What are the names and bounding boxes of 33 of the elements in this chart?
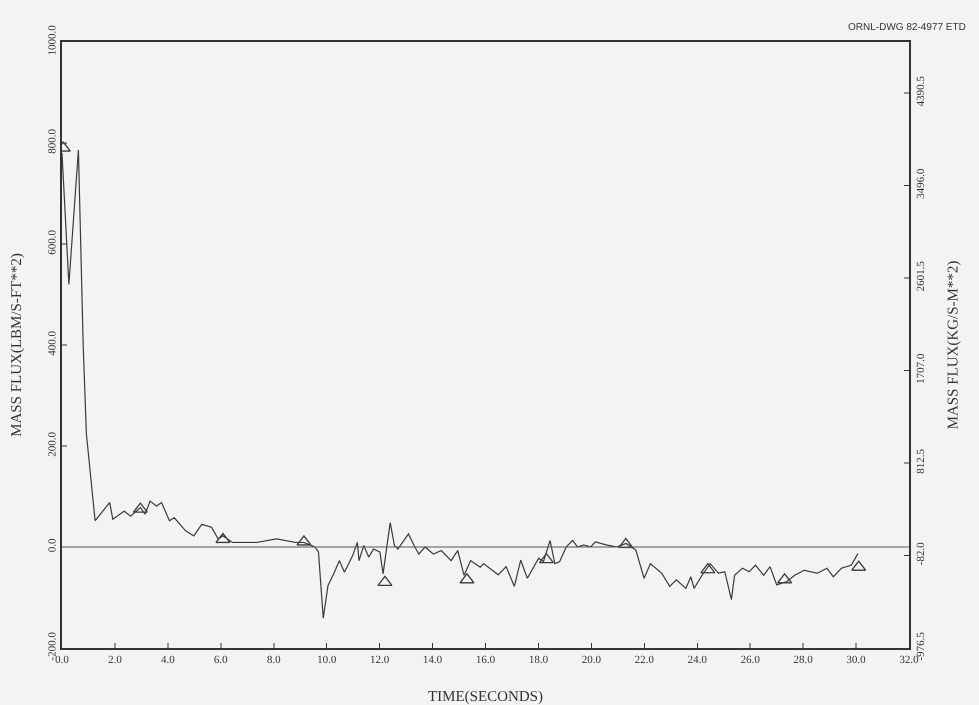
x-tick-label: 32.0 <box>899 654 920 666</box>
x-tick-label: 6.0 <box>214 654 228 666</box>
x-tick-label: 4.0 <box>161 654 176 666</box>
x-tick-label: 2.0 <box>108 654 122 666</box>
x-tick-label: 18.0 <box>528 654 549 666</box>
y2-axis-title: MASS FLUX(KG/S-M**2) <box>946 260 962 430</box>
x-tick-label: 26.0 <box>740 654 760 666</box>
y-tick-label: 600.0 <box>46 229 59 255</box>
y2-tick-label: 3496.0 <box>915 168 928 199</box>
x-tick-label: 22.0 <box>634 654 654 666</box>
y-tick-label: 1000.0 <box>46 24 59 56</box>
x-tick-label: 8.0 <box>266 654 282 666</box>
y2-tick-label: 4390.5 <box>915 76 928 106</box>
y-axis-title: MASS FLUX(LBM/S-FT**2) <box>9 253 25 437</box>
y2-tick-label: 812.5 <box>915 448 928 474</box>
x-tick-label: 14.0 <box>422 654 443 666</box>
x-tick-label: 24.0 <box>688 654 708 666</box>
y-tick-label: 0.0 <box>46 538 59 552</box>
x-tick-label: 10.0 <box>317 654 337 666</box>
x-tick-label: 20.0 <box>582 654 602 666</box>
x-tick-label: 28.0 <box>794 654 814 666</box>
x-tick-label: 12.0 <box>370 654 390 666</box>
y-tick-label: 400.0 <box>46 330 59 356</box>
y2-tick-label: 2601.5 <box>915 260 928 292</box>
x-tick-label: 0.0 <box>55 654 70 666</box>
x-tick-label: 30.0 <box>846 654 866 666</box>
y2-tick-label: 1707.0 <box>915 353 928 384</box>
x-axis-title: TIME(SECONDS) <box>428 689 543 705</box>
y-tick-label: 800.0 <box>46 128 59 154</box>
y-tick-label: 200.0 <box>46 431 59 457</box>
x-tick-label: 16.0 <box>476 654 496 666</box>
text: ORNL-DWG 82-4977 ETD <box>848 22 966 33</box>
y2-tick-label: -82.0 <box>915 542 928 566</box>
